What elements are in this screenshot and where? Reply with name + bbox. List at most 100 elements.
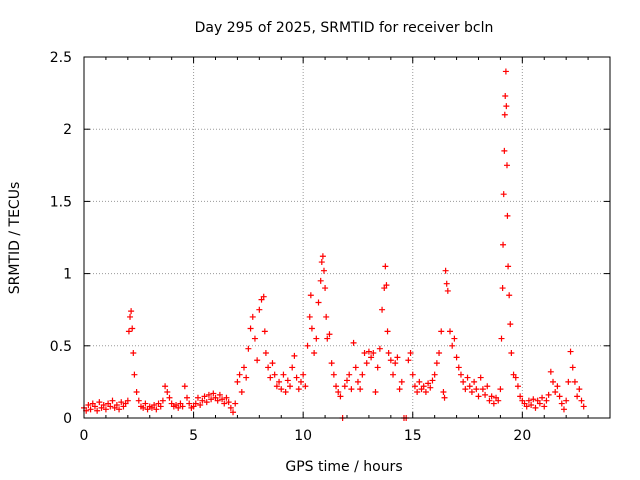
data-point	[133, 389, 140, 396]
data-point	[223, 394, 230, 401]
data-point	[398, 378, 405, 385]
data-point	[236, 371, 243, 378]
data-point	[387, 357, 394, 364]
data-point	[116, 406, 123, 413]
data-point	[539, 394, 546, 401]
data-point	[394, 354, 401, 361]
data-point	[256, 306, 263, 313]
data-point	[328, 360, 335, 367]
data-point	[113, 402, 120, 409]
gridlines	[84, 57, 610, 418]
data-point	[175, 404, 182, 411]
data-point	[269, 360, 276, 367]
data-points	[81, 68, 587, 421]
data-point	[157, 403, 164, 410]
data-point	[384, 328, 391, 335]
data-point	[462, 386, 469, 393]
data-point	[425, 380, 432, 387]
data-point	[500, 191, 507, 198]
data-point	[326, 331, 333, 338]
data-point	[514, 383, 521, 390]
data-point	[234, 378, 241, 385]
data-point	[302, 383, 309, 390]
data-point	[197, 402, 204, 409]
data-point	[166, 394, 173, 401]
data-point	[414, 389, 421, 396]
data-point	[392, 360, 399, 367]
data-point	[460, 378, 467, 385]
data-point	[184, 394, 191, 401]
data-point	[409, 371, 416, 378]
data-point	[313, 335, 320, 342]
data-point	[501, 147, 508, 154]
data-point	[304, 342, 311, 349]
data-point	[289, 364, 296, 371]
data-point	[127, 313, 134, 320]
plot-frame	[83, 56, 611, 419]
data-point	[352, 364, 359, 371]
data-point	[346, 371, 353, 378]
data-point	[359, 371, 366, 378]
data-point	[254, 357, 261, 364]
data-point	[354, 378, 361, 385]
x-axis-label: GPS time / hours	[285, 459, 402, 475]
data-point	[276, 378, 283, 385]
data-point	[498, 335, 505, 342]
data-point	[265, 364, 272, 371]
data-point	[225, 399, 232, 406]
data-point	[545, 391, 552, 398]
data-point	[422, 389, 429, 396]
data-point	[240, 364, 247, 371]
y-tick-label: 2.5	[50, 50, 72, 66]
data-point	[455, 364, 462, 371]
data-point	[295, 386, 302, 393]
data-point	[107, 403, 114, 410]
data-point	[382, 263, 389, 270]
data-point	[109, 397, 116, 404]
data-point	[512, 374, 519, 381]
data-point	[245, 345, 252, 352]
data-point	[550, 378, 557, 385]
data-point	[135, 397, 142, 404]
data-point	[247, 325, 254, 332]
chart-title: Day 295 of 2025, SRMTID for receiver bcl…	[195, 20, 494, 36]
data-point	[131, 371, 138, 378]
data-point	[560, 406, 567, 413]
data-point	[216, 391, 223, 398]
data-point	[164, 389, 171, 396]
data-point	[502, 92, 509, 99]
data-point	[405, 357, 412, 364]
data-point	[96, 399, 103, 406]
data-point	[427, 384, 434, 391]
data-point	[385, 350, 392, 357]
data-point	[416, 378, 423, 385]
data-point	[372, 389, 379, 396]
data-point	[471, 378, 478, 385]
data-point	[330, 371, 337, 378]
data-point	[142, 400, 149, 407]
data-point	[311, 350, 318, 357]
data-point	[442, 267, 449, 274]
data-point	[361, 350, 368, 357]
y-tick-label: 0.5	[50, 339, 72, 355]
data-point	[221, 400, 228, 407]
data-point	[576, 386, 583, 393]
data-point	[227, 404, 234, 411]
data-point	[503, 103, 510, 110]
y-tick-label: 1	[63, 267, 72, 283]
data-point	[507, 321, 514, 328]
data-point	[411, 383, 418, 390]
data-point	[508, 350, 515, 357]
data-point	[335, 389, 342, 396]
data-point	[208, 396, 215, 403]
data-point	[100, 402, 107, 409]
data-point	[94, 407, 101, 414]
data-point	[449, 342, 456, 349]
data-point	[495, 397, 502, 404]
data-point	[370, 350, 377, 357]
data-point	[563, 397, 570, 404]
data-point	[124, 397, 131, 404]
data-point	[530, 396, 537, 403]
data-point	[569, 364, 576, 371]
